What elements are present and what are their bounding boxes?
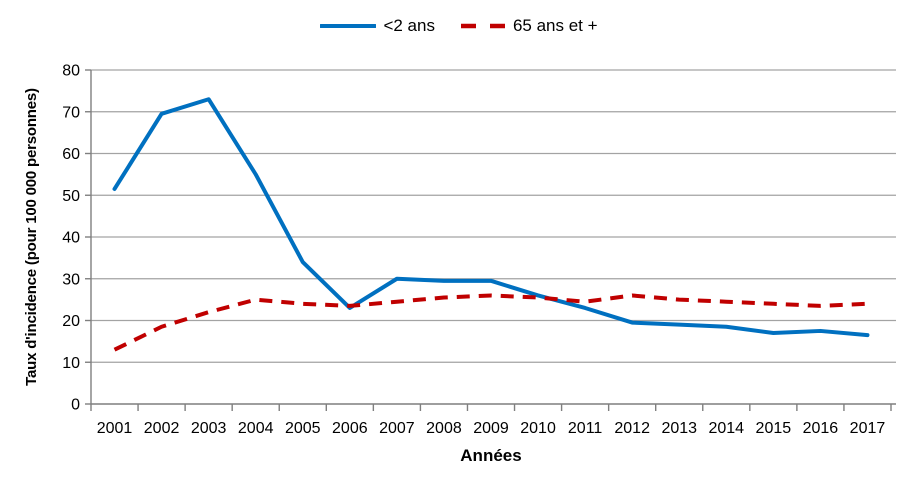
series-line-65-plus — [113, 293, 868, 352]
legend-solid-line-icon — [320, 24, 377, 28]
legend-label-under-2: <2 ans — [383, 16, 435, 35]
y-tick-label: 50 — [62, 188, 80, 205]
x-tick-label: 2014 — [708, 420, 744, 437]
x-tick-label: 2016 — [803, 420, 839, 437]
x-tick-label: 2012 — [614, 420, 650, 437]
x-tick-label: 2001 — [97, 420, 133, 437]
x-tick-label: 2006 — [332, 420, 368, 437]
x-tick-label: 2011 — [568, 420, 603, 437]
chart-legend: <2 ans 65 ans et + — [0, 16, 918, 36]
y-tick-label: 0 — [71, 397, 80, 414]
x-tick-label: 2017 — [850, 420, 886, 437]
y-tick-label: 80 — [62, 63, 80, 80]
x-tick-label: 2008 — [426, 420, 462, 437]
x-tick-label: 2003 — [191, 420, 227, 437]
x-tick-label: 2010 — [520, 420, 556, 437]
series-line-under-2 — [112, 97, 870, 338]
y-tick-label: 60 — [62, 146, 80, 163]
x-tick-label: 2013 — [661, 420, 697, 437]
x-tick-label: 2007 — [379, 420, 415, 437]
x-tick-label: 2005 — [285, 420, 321, 437]
y-tick-label: 10 — [62, 355, 80, 372]
y-tick-label: 70 — [62, 104, 80, 121]
y-tick-label: 20 — [62, 313, 80, 330]
legend-label-65-plus: 65 ans et + — [512, 16, 598, 35]
y-tick-label: 40 — [62, 230, 80, 247]
x-tick-label: 2004 — [238, 420, 274, 437]
x-tick-label: 2009 — [473, 420, 509, 437]
legend-dashed-line-icon — [460, 23, 506, 29]
legend-item-under-2: <2 ans — [320, 16, 435, 36]
legend-item-65-plus: 65 ans et + — [460, 16, 598, 36]
x-tick-label: 2015 — [756, 420, 792, 437]
y-tick-label: 30 — [62, 271, 80, 288]
x-tick-label: 2002 — [144, 420, 180, 437]
x-axis-title: Années — [460, 446, 522, 465]
